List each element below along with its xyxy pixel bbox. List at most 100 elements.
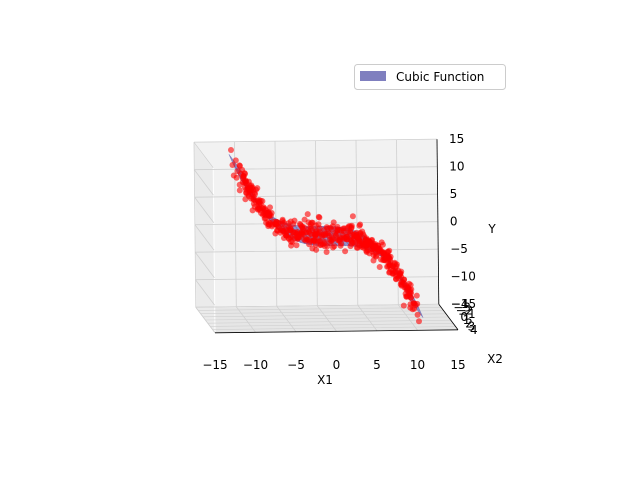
scatter-point <box>385 255 392 262</box>
grid-line-z <box>194 193 438 198</box>
scatter-point <box>413 292 420 299</box>
scatter-point <box>386 247 393 254</box>
x-axis-label: X1 <box>317 373 333 387</box>
z-tick-label: 10 <box>449 160 464 174</box>
tick-labels: −15 −10 −5 0 5 10 15−15−10−5051015−4−3−2−10123… <box>202 132 477 372</box>
z-tick-label: 0 <box>450 215 458 229</box>
scatter-points <box>228 147 422 325</box>
grid-line-z-side <box>194 251 215 279</box>
scatter-point <box>302 237 309 244</box>
scatter-point <box>241 179 248 186</box>
y-tick-label: −2 <box>456 304 474 318</box>
x-axis-line <box>214 329 459 334</box>
scatter-point <box>293 242 300 249</box>
scatter-point <box>366 238 372 245</box>
scatter-point <box>389 263 396 269</box>
grid-line-z-side <box>195 279 216 306</box>
z-tick-label: −15 <box>451 297 476 311</box>
scatter-point <box>313 246 320 253</box>
scatter-point <box>329 237 336 243</box>
legend-swatch-cubic-function <box>360 71 386 81</box>
z-tick-label: 5 <box>450 187 458 201</box>
scatter-point <box>233 174 240 181</box>
scatter-point <box>412 302 419 309</box>
scatter-point <box>324 243 331 250</box>
scatter-point <box>250 195 257 202</box>
x-tick-label: −10 <box>243 358 268 372</box>
scatter-point <box>375 248 381 255</box>
scatter-point <box>229 162 236 168</box>
grid-line-z-side <box>193 169 214 196</box>
x-tick-label: −5 <box>287 358 305 372</box>
scatter-point <box>318 241 325 248</box>
grid-line-y <box>198 307 442 311</box>
scatter-point <box>395 275 402 281</box>
y-tick-label: 1 <box>463 313 471 327</box>
scatter-point <box>408 286 415 293</box>
scatter-point <box>236 181 243 188</box>
scatter-point <box>407 304 414 311</box>
scatter-point <box>311 238 318 245</box>
scatter-point <box>236 187 243 194</box>
scatter-point <box>360 241 367 248</box>
scatter-point <box>400 276 407 283</box>
scatter-point <box>323 224 330 231</box>
scatter-point <box>232 157 239 164</box>
y-axis-line <box>438 303 459 331</box>
x-tick-label: 10 <box>410 358 425 372</box>
legend-label-cubic-function: Cubic Function <box>396 70 484 84</box>
grid-line-z <box>193 138 438 143</box>
scatter-point <box>349 213 356 220</box>
legend: Cubic Function <box>354 64 506 90</box>
grid-line-y <box>205 316 449 321</box>
scatter-point <box>269 223 275 230</box>
scatter-point <box>315 237 322 244</box>
z-tick-label: 15 <box>449 132 464 146</box>
scatter-point <box>329 223 336 230</box>
scatter-point <box>325 230 332 237</box>
scatter-point <box>371 242 378 249</box>
scatter-point <box>292 229 299 236</box>
scatter-point <box>283 229 290 236</box>
scatter-point <box>323 249 330 255</box>
scatter-point <box>315 221 322 228</box>
scatter-point <box>376 264 383 270</box>
scatter-point <box>266 212 272 219</box>
z-axis-line <box>436 139 440 305</box>
scatter-point <box>242 196 249 203</box>
x-tick-label: 5 <box>373 358 381 372</box>
scatter-point <box>334 227 341 234</box>
scatter-point <box>416 318 422 325</box>
grid-line-z-side <box>193 141 214 169</box>
scatter-point <box>228 147 234 153</box>
scatter-point <box>309 227 316 234</box>
scatter-point <box>237 170 244 177</box>
scatter-point <box>320 232 327 238</box>
grid-line-z-side <box>194 196 215 224</box>
scatter-point <box>353 234 360 241</box>
x-tick-label: 15 <box>450 358 465 372</box>
y-tick-label: 4 <box>470 323 478 337</box>
scatter-point <box>274 227 281 234</box>
y-tick-label: −3 <box>453 300 471 314</box>
y-tick-label: 2 <box>465 316 473 330</box>
scatter-point <box>249 207 256 214</box>
grid-line-y <box>200 310 444 314</box>
scatter-point <box>256 201 263 207</box>
scatter-point <box>359 228 366 235</box>
scatter-point <box>245 191 252 198</box>
scatter-point <box>248 187 254 194</box>
y-tick-label: −1 <box>458 307 476 321</box>
y-tick-label: 0 <box>460 310 468 324</box>
scatter-point <box>331 243 338 250</box>
grid-line-y <box>210 323 454 327</box>
y-tick-label: −4 <box>451 297 469 311</box>
grid-line-y <box>212 326 456 330</box>
scatter-point <box>286 236 292 242</box>
scatter-point <box>370 257 377 264</box>
x-tick-label: 0 <box>333 358 341 372</box>
scatter-point <box>356 222 363 229</box>
x-tick-label: −15 <box>202 358 227 372</box>
grid-line-y <box>195 303 439 308</box>
